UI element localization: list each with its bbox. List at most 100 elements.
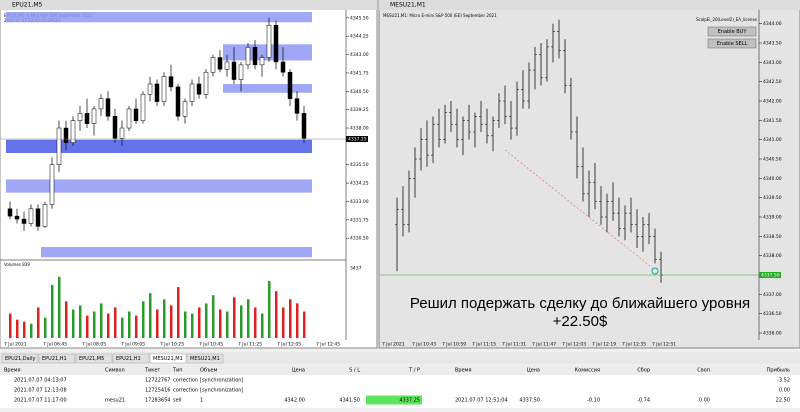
table-header-cell: Цена xyxy=(527,368,540,374)
y-tick-label: 4343.50 xyxy=(763,41,782,47)
candle-body xyxy=(175,86,181,117)
candle-body xyxy=(210,57,216,73)
candle-body xyxy=(196,83,202,95)
buy-button[interactable] xyxy=(707,26,757,37)
candle-body xyxy=(112,116,118,139)
candle-body xyxy=(42,204,48,227)
level-zone xyxy=(6,12,312,23)
table-cell: 2021.07.07 04:13:07 xyxy=(14,378,67,384)
volume-bar xyxy=(93,311,96,338)
x-tick-label: 7 Jul 06:45 xyxy=(43,342,67,348)
tab-label[interactable]: MESU21,M1 xyxy=(153,356,183,362)
tab[interactable] xyxy=(75,353,113,364)
volume-bar xyxy=(128,311,131,338)
candle-body xyxy=(49,164,55,205)
volume-bar xyxy=(44,317,47,338)
table-cell: [synchronization] xyxy=(200,388,243,394)
price-box xyxy=(759,272,781,279)
y-tick-label: 4336.00 xyxy=(763,331,782,337)
tab[interactable] xyxy=(38,353,76,364)
x-tick-label: 7 Jul 11:31 xyxy=(502,342,526,348)
y-tick-label: 4339.00 xyxy=(763,215,782,221)
table-header-cell: Своп xyxy=(697,368,710,374)
tab[interactable] xyxy=(186,353,224,364)
tab-label[interactable]: EPU21,H1 xyxy=(116,356,141,362)
candle-body xyxy=(217,57,223,70)
y-tick-label: 4338.00 xyxy=(350,126,369,132)
tab-label[interactable]: EPU21,M5 xyxy=(79,356,104,362)
volume-bar xyxy=(240,305,243,338)
table-cell: -0.74 xyxy=(637,398,650,404)
level-zone xyxy=(41,246,312,258)
buy-button-label[interactable]: Enable BUY xyxy=(718,29,748,35)
candle-body xyxy=(133,108,139,121)
candle-body xyxy=(168,76,174,88)
volume-bar xyxy=(226,311,229,338)
tab-label[interactable]: MESU21,M1 xyxy=(190,356,220,362)
candle-body xyxy=(28,208,34,224)
y-tick-label: 4341.50 xyxy=(763,118,782,124)
table-cell: 12722767 xyxy=(145,378,170,384)
y-tick-label: 4331.75 xyxy=(350,217,369,223)
candle-body xyxy=(280,61,286,73)
y-tick-label: 4345.50 xyxy=(350,15,369,21)
volume-bar xyxy=(121,317,124,338)
x-tick-label: 7 Jul 11:15 xyxy=(472,342,496,348)
table-cell: 2021.07.07 12:13:08 xyxy=(14,388,67,394)
table-header-cell: Цена xyxy=(292,368,305,374)
table-header-cell: S / L xyxy=(349,368,360,374)
sell-button[interactable] xyxy=(707,38,757,49)
volume-bar xyxy=(58,276,61,338)
trade-line xyxy=(504,149,656,271)
candle-body xyxy=(273,24,279,63)
volume-bar xyxy=(114,307,117,338)
x-tick-label: 7 Jul 12:05 xyxy=(277,342,301,348)
volume-bar xyxy=(254,307,257,338)
candle-body xyxy=(63,127,69,143)
volume-bar xyxy=(170,305,173,338)
candle-body xyxy=(231,61,237,80)
y-tick-label: 4340.50 xyxy=(763,157,782,163)
sell-button-label[interactable]: Enable SELL xyxy=(717,41,748,47)
volume-bar xyxy=(16,319,19,338)
y-tick-label: 4342.50 xyxy=(763,79,782,85)
table-header-cell: T / P xyxy=(408,368,420,374)
candle-body xyxy=(56,127,62,165)
table-cell: 4342.00 xyxy=(284,398,305,404)
tab[interactable] xyxy=(112,353,150,364)
candle-body xyxy=(189,83,195,102)
y-tick-label: 4336.50 xyxy=(763,311,782,317)
tab[interactable] xyxy=(1,353,39,364)
level-zone xyxy=(6,179,312,193)
x-tick-label: 7 Jul 12:45 xyxy=(316,342,340,348)
table-header-cell: Комиссия xyxy=(575,368,600,374)
x-tick-label: 7 Jul 12:03 xyxy=(562,342,586,348)
y-tick-label: 4330.50 xyxy=(350,236,369,242)
y-tick-label: 4344.25 xyxy=(350,34,369,40)
candle-body xyxy=(224,61,230,70)
volume-bar xyxy=(205,303,208,338)
tab-label[interactable]: EPU21,H1 xyxy=(42,356,67,362)
table-cell: 4341.50 xyxy=(339,398,360,404)
x-tick-label: 7 Jul 08:05 xyxy=(82,342,106,348)
volume-bar xyxy=(219,309,222,338)
note-line2: +22.50$ xyxy=(553,313,608,330)
table-cell: 2021.07.07 11:17:00 xyxy=(14,398,67,404)
x-tick-label: 7 Jul 10:59 xyxy=(442,342,466,348)
volume-bar xyxy=(289,299,292,338)
table-header-cell: Прибыль xyxy=(767,368,790,374)
table-cell: -0.10 xyxy=(587,398,600,404)
tab[interactable] xyxy=(149,353,187,364)
level-zone xyxy=(6,139,312,153)
volume-bar xyxy=(65,301,68,338)
y-tick-label: 4339.25 xyxy=(350,107,369,113)
left-window xyxy=(0,0,378,349)
y-tick-label: 4337.00 xyxy=(763,292,782,298)
tab-label[interactable]: EPU21,Daily xyxy=(5,356,35,362)
table-cell: correction xyxy=(173,378,198,384)
volume-label: Volumes 839 xyxy=(4,262,30,267)
candle-body xyxy=(147,83,153,95)
volume-bar xyxy=(233,297,236,338)
